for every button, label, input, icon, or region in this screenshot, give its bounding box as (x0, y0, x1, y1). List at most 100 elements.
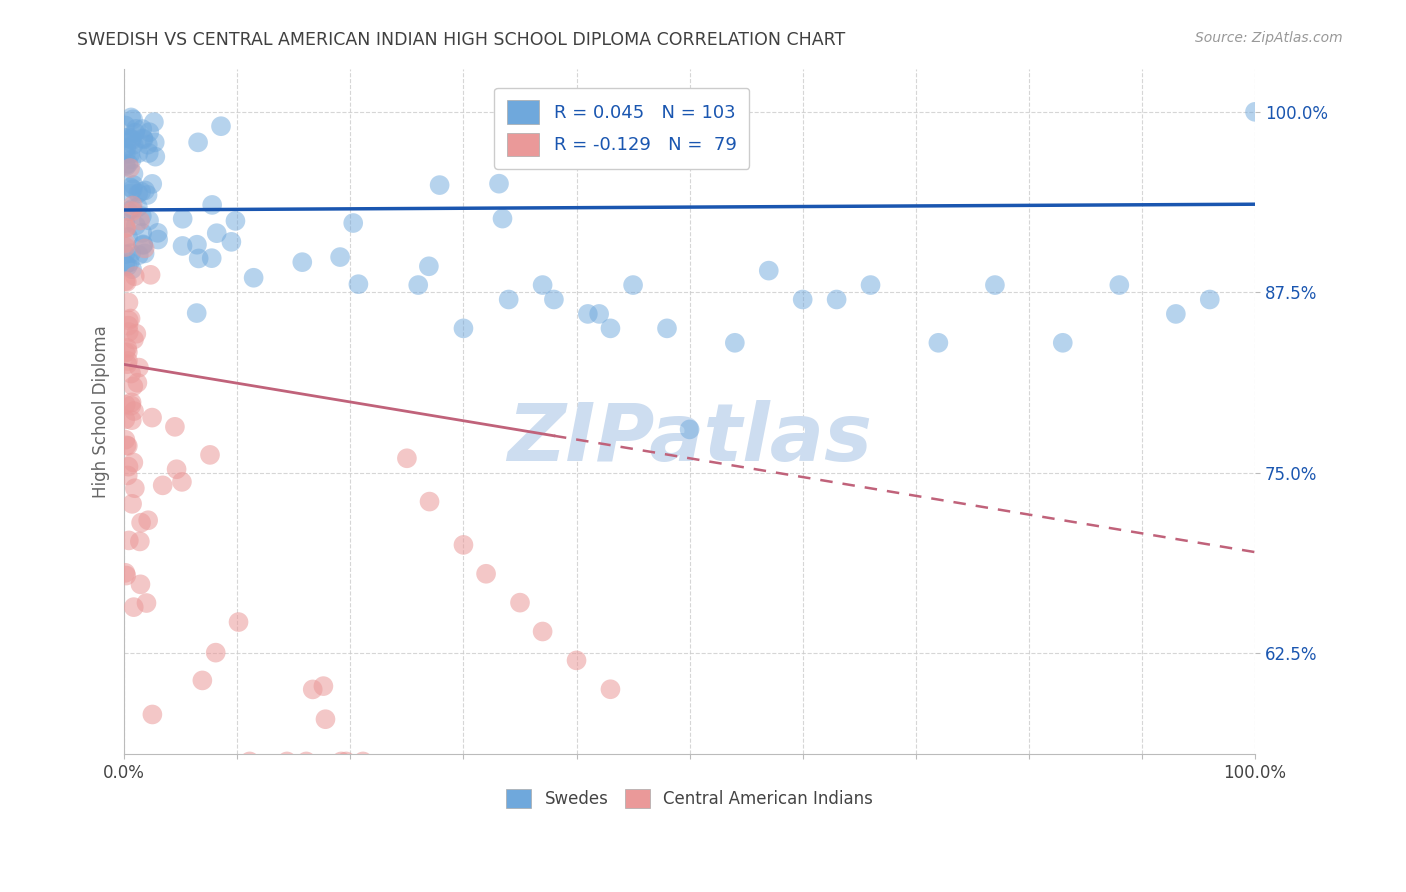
Point (187, 136, 209, 150)
Point (114, 131, 136, 145)
Point (117, 230, 139, 244)
Point (453, 538, 475, 552)
Point (122, 333, 145, 347)
Point (488, 177, 510, 191)
Point (114, 220, 136, 235)
Point (927, 335, 949, 350)
Point (209, 119, 232, 133)
Point (201, 251, 224, 265)
Point (204, 646, 226, 660)
Point (138, 146, 160, 161)
Point (122, 404, 145, 418)
Point (127, 376, 149, 390)
Y-axis label: High School Diploma: High School Diploma (93, 325, 110, 498)
Point (122, 600, 145, 615)
Point (201, 198, 224, 212)
Point (406, 278, 429, 293)
Point (531, 278, 554, 293)
Point (117, 130, 139, 145)
Point (599, 682, 621, 697)
Point (114, 247, 136, 261)
Point (121, 204, 143, 219)
Point (129, 516, 152, 530)
Point (115, 341, 138, 355)
Point (114, 235, 136, 250)
Point (191, 673, 214, 688)
Point (198, 448, 221, 462)
Point (121, 413, 143, 427)
Point (127, 200, 149, 214)
Point (129, 185, 152, 199)
Point (330, 755, 353, 769)
Point (418, 494, 440, 508)
Point (136, 513, 159, 527)
Point (588, 307, 610, 321)
Point (120, 311, 142, 326)
Point (122, 112, 145, 127)
Point (117, 204, 139, 219)
Point (141, 707, 163, 722)
Point (509, 596, 531, 610)
Point (491, 211, 513, 226)
Point (122, 178, 145, 192)
Point (138, 125, 160, 139)
Point (621, 278, 644, 293)
Point (475, 566, 498, 581)
Point (143, 136, 166, 150)
Point (221, 235, 243, 249)
Point (129, 577, 152, 591)
Point (131, 209, 153, 223)
Point (1052, 335, 1074, 350)
Point (120, 147, 142, 161)
Point (117, 156, 139, 170)
Point (134, 241, 156, 255)
Point (138, 213, 160, 227)
Point (146, 226, 169, 240)
Point (120, 180, 142, 194)
Point (125, 326, 148, 341)
Point (186, 237, 208, 252)
Legend: Swedes, Central American Indians: Swedes, Central American Indians (499, 782, 880, 814)
Point (121, 153, 143, 167)
Point (576, 307, 599, 321)
Point (118, 313, 141, 327)
Text: SWEDISH VS CENTRAL AMERICAN INDIAN HIGH SCHOOL DIPLOMA CORRELATION CHART: SWEDISH VS CENTRAL AMERICAN INDIAN HIGH … (77, 31, 845, 49)
Point (118, 325, 141, 339)
Point (128, 146, 150, 161)
Point (124, 269, 146, 284)
Point (118, 255, 141, 269)
Point (120, 161, 142, 175)
Point (120, 111, 142, 125)
Point (120, 367, 142, 381)
Point (117, 259, 139, 273)
Point (276, 755, 298, 769)
Point (291, 255, 314, 269)
Point (121, 182, 143, 196)
Point (142, 115, 165, 129)
Point (114, 158, 136, 172)
Point (139, 268, 162, 282)
Point (172, 239, 194, 253)
Point (117, 439, 139, 453)
Point (117, 295, 139, 310)
Point (114, 119, 136, 133)
Point (792, 293, 814, 307)
Point (418, 260, 440, 274)
Point (335, 755, 357, 769)
Point (453, 321, 475, 335)
Point (114, 412, 136, 426)
Point (114, 433, 136, 447)
Point (117, 345, 139, 359)
Point (129, 213, 152, 227)
Point (152, 478, 174, 492)
Point (131, 122, 153, 136)
Point (121, 133, 143, 147)
Point (186, 306, 208, 320)
Point (115, 438, 138, 452)
Point (117, 357, 139, 371)
Point (120, 186, 142, 201)
Point (114, 274, 136, 288)
Point (170, 475, 193, 489)
Point (114, 240, 136, 254)
Point (114, 566, 136, 580)
